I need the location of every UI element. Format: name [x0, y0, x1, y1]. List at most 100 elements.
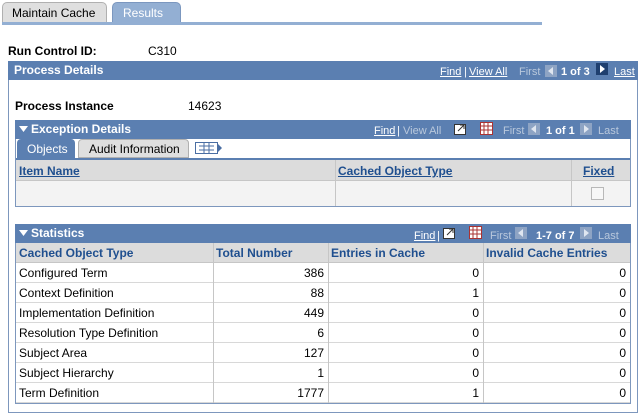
label: Process Instance	[15, 99, 114, 113]
prev-button	[528, 123, 540, 135]
grid-tab-label[interactable]: Audit Information	[89, 142, 180, 156]
grid-tab-label[interactable]: Objects	[27, 142, 68, 156]
cell: Configured Term	[19, 266, 108, 280]
cell: 0	[619, 306, 626, 320]
separator: |	[464, 66, 467, 78]
column-separator	[571, 160, 572, 206]
cell: 6	[317, 326, 324, 340]
zoom-icon[interactable]	[443, 226, 457, 239]
tab-results[interactable]: Results	[112, 2, 181, 23]
row-count: 1 of 1	[546, 125, 575, 137]
value: 14623	[188, 99, 222, 113]
column-separator	[483, 243, 484, 403]
cell: 88	[310, 286, 324, 300]
collapse-icon[interactable]	[19, 230, 28, 237]
column-header: Cached Object Type	[19, 246, 134, 260]
prev-button	[515, 227, 527, 239]
last-label: Last	[598, 230, 619, 242]
row-count: 1 of 3	[561, 66, 590, 78]
row-divider	[16, 402, 630, 403]
statistics-header: Statistics Find | First 1-7 of 7 Last	[15, 224, 631, 243]
row-divider	[16, 302, 630, 303]
next-button	[580, 227, 592, 239]
first-label: First	[519, 66, 541, 78]
collapse-icon[interactable]	[19, 126, 28, 133]
last-label: Last	[598, 125, 619, 137]
cell: 1	[317, 366, 324, 380]
next-button[interactable]	[596, 63, 608, 75]
column-header: Invalid Cache Entries	[486, 246, 608, 260]
cell: 0	[619, 346, 626, 360]
cell: Subject Hierarchy	[19, 366, 114, 380]
row-divider	[16, 322, 630, 323]
cell: 0	[619, 266, 626, 280]
cell: 0	[619, 386, 626, 400]
process-details-header: Process Details Find | View All First 1 …	[8, 61, 638, 80]
tab-label[interactable]: Results	[123, 6, 164, 20]
cell: 1	[472, 386, 479, 400]
cell: Subject Area	[19, 346, 88, 360]
tab-label[interactable]: Maintain Cache	[12, 6, 96, 20]
cell: 0	[472, 326, 479, 340]
cell: 0	[472, 306, 479, 320]
grid-tab-audit[interactable]: Audit Information	[78, 139, 189, 158]
download-icon[interactable]	[469, 226, 482, 239]
statistics-column-header: Cached Object Type Total Number Entries in…	[16, 243, 630, 263]
cell: 386	[303, 266, 324, 280]
row-divider	[16, 342, 630, 343]
column-separator	[328, 243, 329, 403]
cell: Context Definition	[19, 286, 114, 300]
section-title: Exception Details	[31, 122, 132, 136]
cell: 0	[619, 286, 626, 300]
first-label: First	[503, 125, 525, 137]
cell: Resolution Type Definition	[19, 326, 159, 340]
cell: 449	[303, 306, 324, 320]
section-title: Process Details	[14, 63, 104, 77]
cell: 127	[303, 346, 324, 360]
cell: 1	[472, 286, 479, 300]
find-link[interactable]: Find	[374, 125, 396, 137]
value: C310	[148, 44, 177, 58]
tab-underline	[2, 22, 542, 25]
cell: 0	[619, 366, 626, 380]
column-separator	[335, 160, 336, 206]
fixed-checkbox	[591, 187, 604, 200]
row-divider	[16, 282, 630, 283]
cell: 0	[472, 346, 479, 360]
zoom-icon[interactable]	[454, 122, 468, 135]
exception-empty-row	[16, 181, 630, 206]
cell: 0	[619, 326, 626, 340]
download-icon[interactable]	[480, 122, 493, 135]
label: Run Control ID:	[8, 44, 97, 58]
show-all-columns-icon[interactable]	[195, 140, 223, 156]
view-all-label: View All	[403, 125, 442, 137]
column-separator	[213, 243, 214, 403]
separator: |	[397, 125, 400, 137]
section-title: Statistics	[31, 226, 85, 240]
exception-header: Exception Details Find | View All First …	[15, 120, 631, 139]
column-header[interactable]: Item Name	[19, 164, 80, 178]
cell: Implementation Definition	[19, 306, 155, 320]
row-divider	[16, 362, 630, 363]
cell: Term Definition	[19, 386, 100, 400]
first-label: First	[490, 230, 512, 242]
prev-button	[545, 65, 557, 77]
exception-column-header: Item Name Cached Object Type Fixed	[16, 160, 630, 181]
find-link[interactable]: Find	[440, 66, 462, 78]
column-header: Total Number	[216, 246, 293, 260]
column-header[interactable]: Cached Object Type	[338, 164, 453, 178]
row-count: 1-7 of 7	[536, 230, 575, 242]
view-all-link[interactable]: View All	[469, 66, 508, 78]
cell: 0	[472, 266, 479, 280]
grid-tab-objects[interactable]: Objects	[17, 139, 75, 158]
next-button	[580, 123, 592, 135]
last-link[interactable]: Last	[614, 66, 635, 78]
cell: 0	[472, 366, 479, 380]
column-header: Entries in Cache	[331, 246, 426, 260]
tab-maintain-cache[interactable]: Maintain Cache	[2, 2, 107, 23]
cell: 1777	[297, 386, 324, 400]
column-header[interactable]: Fixed	[583, 164, 615, 178]
find-link[interactable]: Find	[414, 230, 436, 242]
tab-underline	[16, 158, 630, 160]
